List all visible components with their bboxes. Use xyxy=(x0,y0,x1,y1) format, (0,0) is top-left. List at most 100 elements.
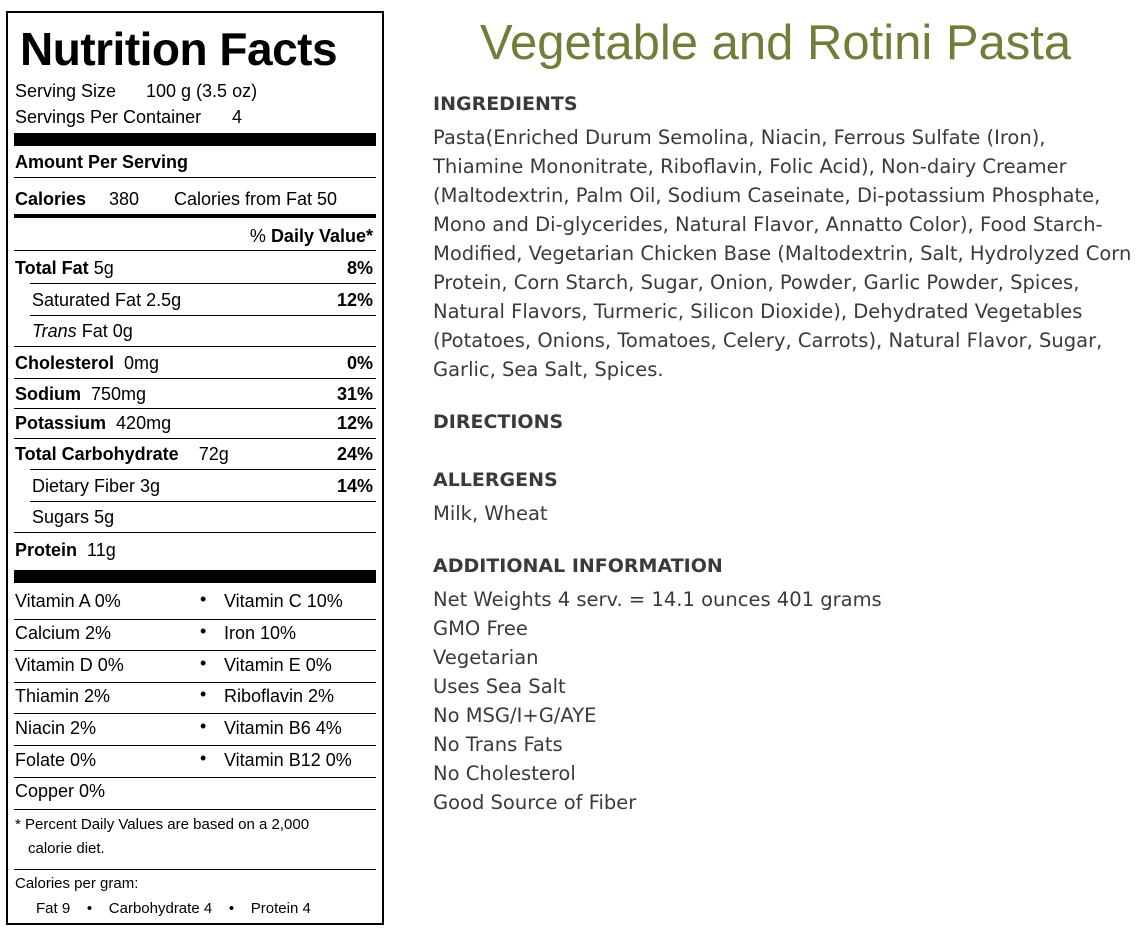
vitamin-right: Vitamin B6 4% xyxy=(224,718,342,738)
divider xyxy=(30,469,376,470)
daily-value-header-pct: % xyxy=(249,226,271,246)
calories-per-gram: Fat 9 • Carbohydrate 4 • Protein 4 xyxy=(36,900,311,917)
daily-value-header-text: Daily Value* xyxy=(270,226,373,246)
nutrition-facts-title: Nutrition Facts xyxy=(20,23,338,75)
footnote-line-2: calorie diet. xyxy=(28,840,105,857)
servings-per-container-value: 4 xyxy=(232,107,243,127)
nutrient-label: Protein xyxy=(15,540,78,560)
nutrient-amount: 5g xyxy=(94,507,115,527)
nutrient-amount: 420mg xyxy=(116,413,172,433)
calories-from-fat: Calories from Fat 50 xyxy=(174,189,338,209)
divider xyxy=(14,177,376,178)
additional-info-item: No Trans Fats xyxy=(433,733,563,756)
nutrient-dv: 14% xyxy=(336,476,373,496)
nutrient-amount: 3g xyxy=(140,476,161,496)
nutrient-label: Sugars xyxy=(32,507,90,527)
nutrient-total-carbohydrate: Total Carbohydrate 72g xyxy=(15,444,229,464)
divider xyxy=(30,315,376,316)
nutrient-trans-fat: Trans Fat 0g xyxy=(32,321,133,341)
additional-info-item: GMO Free xyxy=(433,617,528,640)
nutrient-label: Potassium xyxy=(15,413,107,433)
nutrient-sugars: Sugars 5g xyxy=(32,507,114,527)
divider xyxy=(14,713,376,714)
divider-thick xyxy=(14,570,376,583)
nutrient-dv: 12% xyxy=(336,290,373,310)
calories-per-gram-label: Calories per gram: xyxy=(15,875,139,892)
amount-per-serving: Amount Per Serving xyxy=(15,152,189,172)
nutrient-amount: 750mg xyxy=(91,384,147,404)
divider xyxy=(14,650,376,651)
bullet: • xyxy=(200,716,207,736)
divider-medium xyxy=(14,214,376,218)
product-title: Vegetable and Rotini Pasta xyxy=(480,16,1072,70)
bullet: • xyxy=(200,748,207,768)
nutrient-dv: 8% xyxy=(346,258,373,278)
vitamin-left: Niacin 2% xyxy=(15,718,97,738)
additional-info-item: No Cholesterol xyxy=(433,762,576,785)
divider xyxy=(14,438,376,439)
nutrient-cholesterol: Cholesterol 0mg xyxy=(15,353,159,373)
ingredients-heading: INGREDIENTS xyxy=(433,93,578,115)
nutrient-amount: 2.5g xyxy=(146,290,182,310)
nutrient-dietary-fiber: Dietary Fiber 3g xyxy=(32,476,160,496)
daily-value-header: % Daily Value* xyxy=(250,226,373,246)
vitamin-left: Vitamin D 0% xyxy=(15,655,124,675)
nutrient-protein: Protein 11g xyxy=(15,540,116,560)
allergens-heading: ALLERGENS xyxy=(433,469,558,491)
calories-value: 380 xyxy=(109,189,140,209)
nutrient-total-fat: Total Fat 5g xyxy=(15,258,114,278)
divider xyxy=(14,869,376,870)
nutrient-label: Total Carbohydrate xyxy=(15,444,179,464)
divider xyxy=(30,283,376,284)
nutrient-amount: 0mg xyxy=(124,353,160,373)
servings-per-container-label: Servings Per Container xyxy=(15,107,202,127)
divider xyxy=(14,777,376,778)
divider xyxy=(14,745,376,746)
nutrient-label: Cholesterol xyxy=(15,353,115,373)
divider-thick xyxy=(14,133,376,146)
additional-info-item: No MSG/I+G/AYE xyxy=(433,704,597,727)
vitamin-right: Vitamin C 10% xyxy=(224,591,343,611)
divider xyxy=(14,682,376,683)
additional-info-heading: ADDITIONAL INFORMATION xyxy=(433,555,723,577)
bullet: • xyxy=(200,589,207,609)
divider xyxy=(14,250,376,251)
ingredients-text: Pasta(Enriched Durum Semolina, Niacin, F… xyxy=(433,126,1132,381)
calories-label: Calories xyxy=(15,189,87,209)
nutrient-amount: 5g xyxy=(93,258,114,278)
bullet: • xyxy=(200,653,207,673)
vitamin-left: Vitamin A 0% xyxy=(15,591,121,611)
vitamin-left: Calcium 2% xyxy=(15,623,112,643)
serving-size-value: 100 g (3.5 oz) xyxy=(146,81,258,101)
vitamin-right: Vitamin E 0% xyxy=(224,655,332,675)
allergens-text: Milk, Wheat xyxy=(433,502,548,525)
bullet: • xyxy=(200,684,207,704)
vitamin-left: Thiamin 2% xyxy=(15,686,111,706)
divider xyxy=(30,501,376,502)
vitamin-right: Riboflavin 2% xyxy=(224,686,335,706)
nutrient-amount: 72g xyxy=(198,444,229,464)
divider xyxy=(14,408,376,409)
nutrition-facts-label: Nutrition Facts Serving Size 100 g (3.5 … xyxy=(6,11,384,925)
nutrient-label: Dietary Fiber xyxy=(32,476,136,496)
nutrient-amount: 11g xyxy=(87,540,116,560)
vitamin-right: Vitamin B12 0% xyxy=(224,750,352,770)
divider xyxy=(14,346,376,347)
nutrient-dv: 12% xyxy=(336,413,373,433)
nutrient-sodium: Sodium 750mg xyxy=(15,384,146,404)
nutrient-saturated-fat: Saturated Fat 2.5g xyxy=(32,290,181,310)
footnote-line-1: * Percent Daily Values are based on a 2,… xyxy=(15,816,310,833)
divider xyxy=(14,378,376,379)
vitamin-left: Folate 0% xyxy=(15,750,97,770)
divider xyxy=(14,532,376,533)
additional-info-list: Net Weights 4 serv. = 14.1 ounces 401 gr… xyxy=(433,585,1141,817)
additional-info-item: Uses Sea Salt xyxy=(433,675,566,698)
additional-info-item: Vegetarian xyxy=(433,646,539,669)
additional-info-item: Net Weights 4 serv. = 14.1 ounces 401 gr… xyxy=(433,588,882,611)
nutrient-label: Saturated Fat xyxy=(32,290,142,310)
additional-info-item: Good Source of Fiber xyxy=(433,791,637,814)
nutrient-label: Sodium xyxy=(15,384,81,404)
nutrient-dv: 0% xyxy=(346,353,373,373)
bullet: • xyxy=(200,621,207,641)
directions-heading: DIRECTIONS xyxy=(433,411,564,433)
